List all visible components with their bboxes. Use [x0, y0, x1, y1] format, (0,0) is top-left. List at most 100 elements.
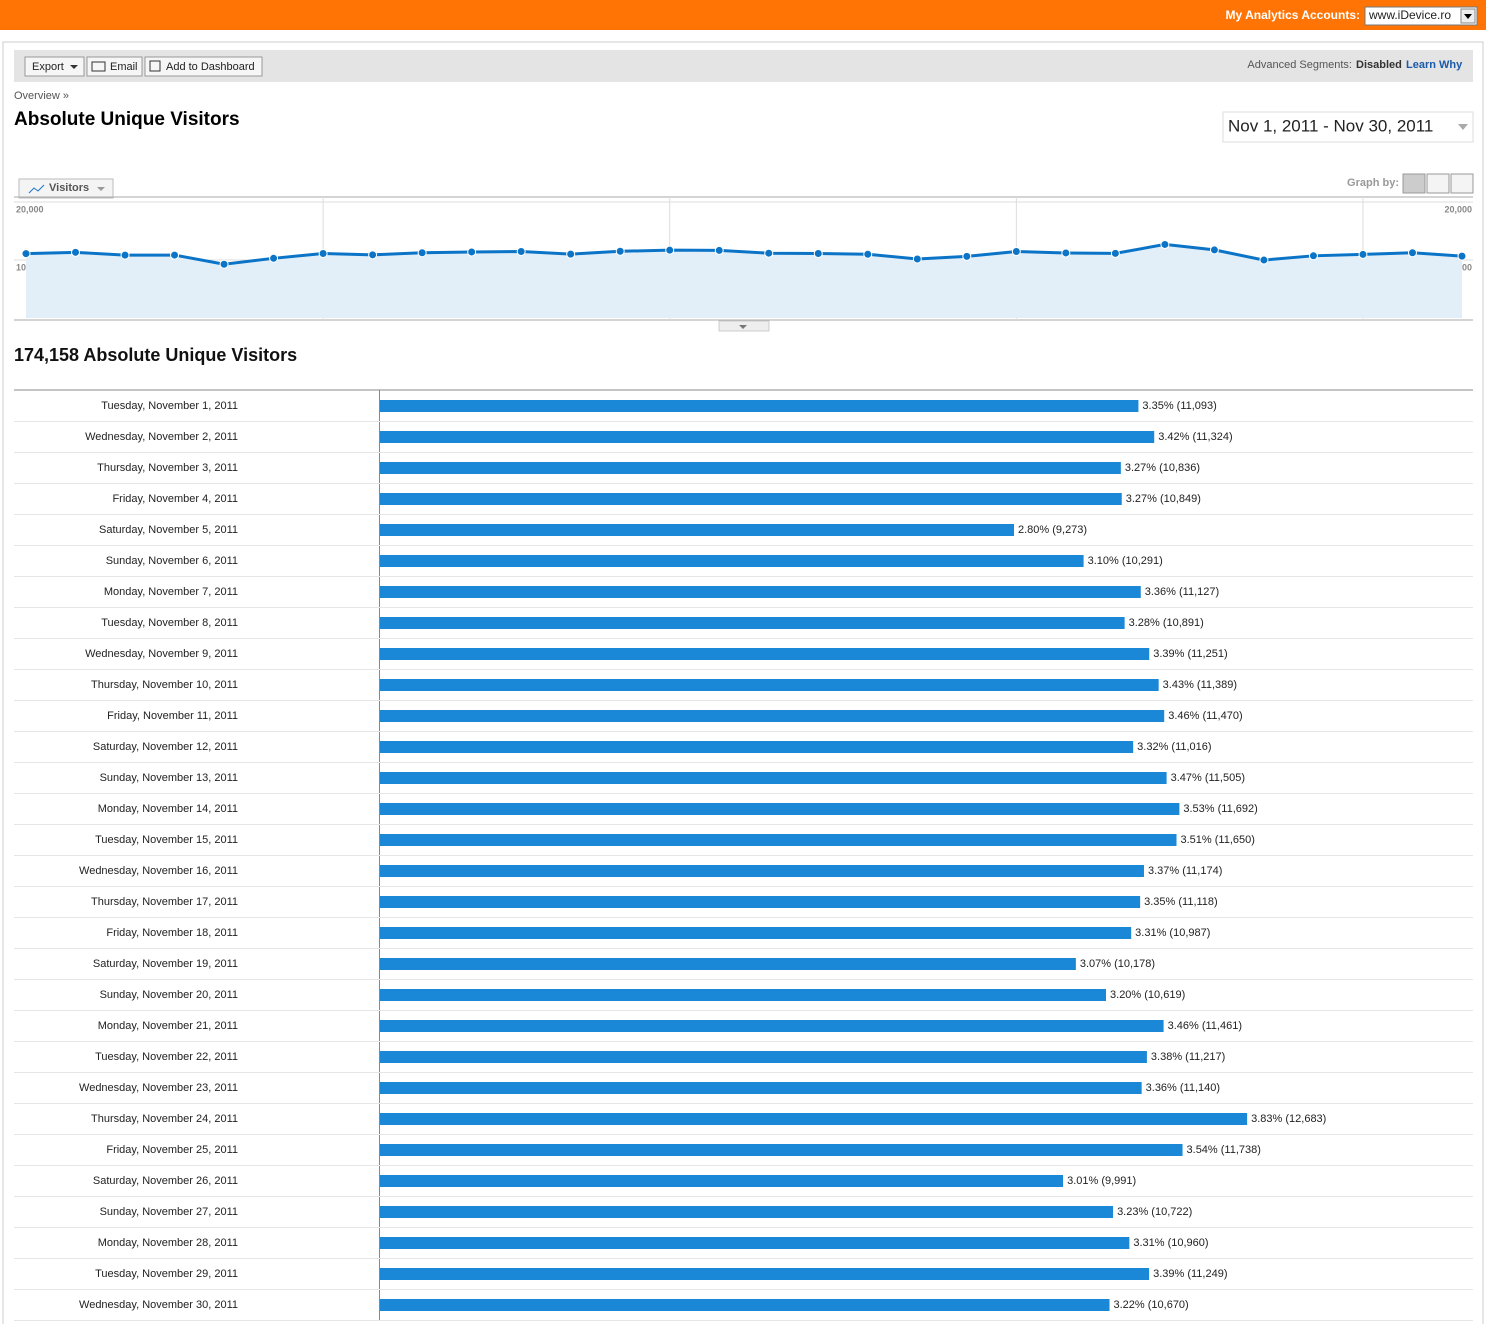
arrow-icon: [739, 325, 747, 329]
row-label: Thursday, November 10, 2011: [91, 679, 238, 691]
dashboard-icon: [149, 60, 161, 72]
graph-by-label: Graph by:: [1347, 177, 1399, 189]
value-label: 3.37% (11,174): [1148, 865, 1222, 877]
account-select[interactable]: [1364, 6, 1478, 26]
point: [615, 246, 625, 256]
row-label: Saturday, November 19, 2011: [93, 958, 238, 970]
bar: [380, 958, 1076, 970]
row-label: Friday, November 25, 2011: [106, 1144, 238, 1156]
value-label: 2.80% (9,273): [1018, 524, 1087, 536]
point: [665, 245, 675, 255]
accounts-label: My Analytics Accounts:: [1226, 8, 1360, 22]
button-label: Export: [32, 61, 64, 73]
row-label: Wednesday, November 23, 2011: [79, 1082, 238, 1094]
row-label: Monday, November 21, 2011: [98, 1020, 238, 1032]
metric-tab[interactable]: [18, 178, 114, 199]
value-label: 3.38% (11,217): [1151, 1051, 1225, 1063]
row-label: Tuesday, November 29, 2011: [95, 1268, 238, 1280]
page-title: Absolute Unique Visitors: [14, 109, 240, 130]
graph-week-button[interactable]: [1426, 173, 1450, 194]
point: [417, 248, 427, 258]
row-label: Tuesday, November 15, 2011: [95, 834, 238, 846]
row-label: Friday, November 4, 2011: [112, 493, 238, 505]
value-label: 3.83% (12,683): [1251, 1113, 1326, 1125]
button-label: Add to Dashboard: [166, 61, 255, 73]
value-label: 3.53% (11,692): [1183, 803, 1257, 815]
value-label: 3.28% (10,891): [1129, 617, 1204, 629]
row-label: Thursday, November 24, 2011: [91, 1113, 238, 1125]
point: [566, 249, 576, 259]
row-label: Sunday, November 13, 2011: [100, 772, 238, 784]
bar: [380, 1299, 1110, 1311]
value-label: 3.42% (11,324): [1158, 431, 1232, 443]
value-label: 3.51% (11,650): [1181, 834, 1255, 846]
point: [71, 247, 81, 257]
row-label: Tuesday, November 8, 2011: [101, 617, 238, 629]
point: [813, 249, 823, 259]
bar: [380, 1020, 1164, 1032]
point: [467, 247, 477, 257]
bar: [380, 431, 1155, 443]
point: [516, 246, 526, 256]
bar: [380, 617, 1125, 629]
email-icon: [91, 61, 106, 72]
graph-month-button[interactable]: [1450, 173, 1474, 194]
row-label: Thursday, November 17, 2011: [91, 896, 238, 908]
value-label: 3.36% (11,127): [1145, 586, 1219, 598]
breadcrumb[interactable]: Overview »: [14, 90, 69, 102]
value-label: 3.31% (10,960): [1133, 1237, 1208, 1249]
point: [1308, 251, 1318, 261]
arrow-icon: [1464, 14, 1472, 19]
value-label: 3.27% (10,849): [1126, 493, 1201, 505]
value-label: 3.31% (10,987): [1135, 927, 1210, 939]
point: [912, 254, 922, 264]
bar: [380, 462, 1121, 474]
date-range: Nov 1, 2011 - Nov 30, 2011: [1228, 116, 1433, 135]
y-tick-label: 20,000: [16, 204, 44, 214]
dashboard-button[interactable]: [144, 56, 263, 77]
export-button[interactable]: [24, 56, 85, 77]
bar: [380, 1268, 1150, 1280]
value-label: 3.35% (11,118): [1144, 896, 1218, 908]
row-label: Wednesday, November 2, 2011: [85, 431, 238, 443]
arrow-icon: [1458, 124, 1468, 130]
row-label: Wednesday, November 16, 2011: [79, 865, 238, 877]
value-label: 3.23% (10,722): [1117, 1206, 1192, 1218]
bar: [380, 834, 1177, 846]
learn-link[interactable]: Learn Why: [1406, 59, 1463, 71]
value-label: 3.07% (10,178): [1080, 958, 1155, 970]
row-label: Sunday, November 20, 2011: [100, 989, 238, 1001]
value-label: 3.36% (11,140): [1146, 1082, 1220, 1094]
point: [1457, 251, 1467, 261]
top-bar: [0, 0, 1486, 30]
point: [269, 253, 279, 263]
bar: [380, 989, 1107, 1001]
date-picker[interactable]: [1222, 111, 1474, 143]
tab-label: Visitors: [49, 182, 89, 194]
value-label: 3.46% (11,461): [1168, 1020, 1242, 1032]
bar: [380, 865, 1144, 877]
total-heading: 174,158 Absolute Unique Visitors: [14, 345, 297, 365]
bar: [380, 1206, 1114, 1218]
bar: [380, 586, 1141, 598]
value-label: 3.01% (9,991): [1067, 1175, 1136, 1187]
point: [962, 251, 972, 261]
button-label: Email: [110, 61, 138, 73]
bar: [380, 772, 1167, 784]
point: [714, 245, 724, 255]
value-label: 3.22% (10,670): [1114, 1299, 1189, 1311]
point: [1061, 248, 1071, 258]
value-label: 3.43% (11,389): [1163, 679, 1237, 691]
value-label: 3.27% (10,836): [1125, 462, 1200, 474]
bar: [380, 1175, 1064, 1187]
graph-day-button[interactable]: [1402, 173, 1426, 194]
row-label: Saturday, November 26, 2011: [93, 1175, 238, 1187]
value-label: 3.54% (11,738): [1187, 1144, 1261, 1156]
line-icon: [28, 184, 45, 194]
value-label: 3.39% (11,251): [1153, 648, 1227, 660]
value-label: 3.32% (11,016): [1137, 741, 1211, 753]
bar: [380, 555, 1084, 567]
point: [170, 250, 180, 260]
point: [1011, 247, 1021, 257]
row-label: Friday, November 11, 2011: [107, 710, 238, 722]
